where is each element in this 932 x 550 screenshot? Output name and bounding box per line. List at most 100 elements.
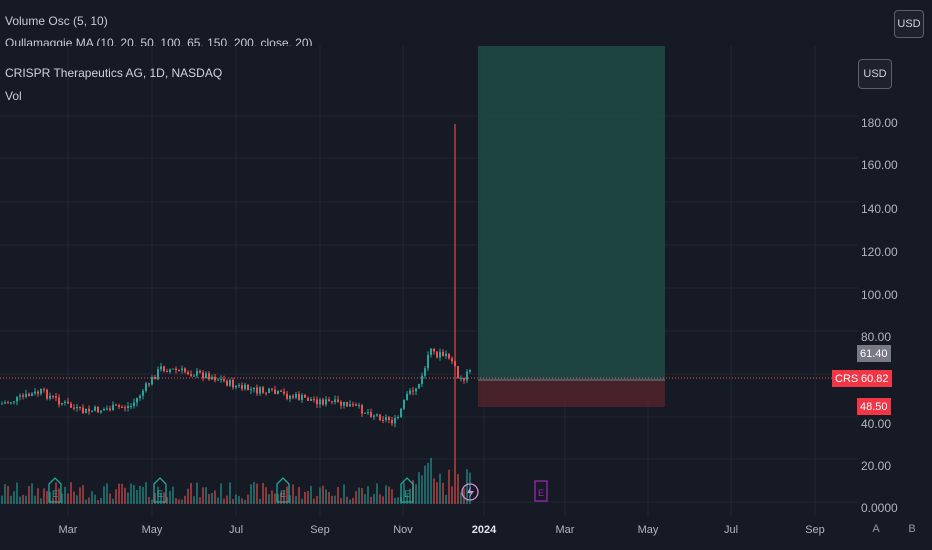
volume-bar — [238, 496, 240, 504]
candle-body — [154, 377, 156, 380]
volume-bar — [286, 486, 288, 504]
volume-label[interactable]: Vol — [5, 89, 22, 103]
volume-bar — [1, 495, 3, 504]
candle-body — [352, 404, 354, 406]
indicator-legend-strip: Volume Osc (5, 10) Qullamaggie MA (10, 2… — [0, 0, 932, 48]
symbol-title[interactable]: CRISPR Therapeutics AG, 1D, NASDAQ — [5, 66, 223, 80]
candle-body — [31, 393, 33, 396]
candle-body — [289, 395, 291, 399]
candle-body — [361, 405, 363, 414]
candle-body — [103, 409, 105, 411]
volume-bar — [226, 495, 228, 504]
candle-body — [442, 351, 444, 357]
price-label-140: 140.00 — [861, 202, 898, 216]
auto-scale-button[interactable]: A — [872, 523, 880, 535]
volume-bar — [241, 498, 243, 504]
volume-bar — [70, 482, 72, 504]
top-currency-button[interactable]: USD — [894, 10, 924, 38]
volume-bar — [211, 492, 213, 504]
volume-bar — [49, 492, 51, 504]
candle-body — [34, 391, 36, 394]
price-label-180: 180.00 — [861, 116, 898, 130]
volume-bar — [157, 486, 159, 504]
volume-bar — [265, 487, 267, 504]
candle-body — [316, 399, 318, 405]
earnings-letter: E — [52, 489, 58, 499]
currency-button[interactable]: USD — [858, 59, 892, 89]
volume-bar — [460, 492, 462, 504]
candle-body — [457, 365, 459, 378]
candle-body — [286, 393, 288, 399]
volume-bar — [43, 488, 45, 504]
volume-bar — [340, 498, 342, 504]
candle-body — [97, 406, 99, 413]
candle-body — [175, 368, 177, 371]
volume-osc-legend[interactable]: Volume Osc (5, 10) — [5, 14, 108, 28]
candle-body — [211, 376, 213, 380]
volume-bar — [169, 490, 171, 504]
volume-bar — [310, 485, 312, 504]
volume-bar — [319, 487, 321, 504]
volume-bar — [277, 494, 279, 504]
price-label-120: 120.00 — [861, 245, 898, 259]
candle-body — [178, 370, 180, 372]
candle-body — [412, 390, 414, 392]
log-scale-button[interactable]: B — [908, 523, 916, 535]
candle-body — [214, 376, 216, 381]
candle-body — [61, 402, 63, 405]
earnings-icon: E — [48, 477, 62, 503]
qullamaggie-ma-legend[interactable]: Qullamaggie MA (10, 20, 50, 100, 65, 150… — [5, 36, 313, 46]
volume-bar — [394, 497, 396, 504]
volume-bar — [175, 498, 177, 504]
candle-body — [421, 375, 423, 384]
volume-bar — [22, 494, 24, 504]
candle-body — [127, 406, 129, 409]
candle-body — [391, 420, 393, 424]
candle-body — [346, 401, 348, 407]
candle-body — [370, 412, 372, 417]
loss-zone — [478, 380, 665, 407]
dividend-lightning-icon — [461, 483, 479, 501]
candle-body — [322, 399, 324, 405]
candle-body — [172, 368, 174, 370]
volume-bar — [172, 486, 174, 504]
chart-grid — [0, 46, 858, 516]
volume-bar — [403, 482, 405, 504]
candle-body — [307, 397, 309, 401]
stop-price-tag: 48.50 — [857, 398, 891, 415]
candle-body — [388, 417, 390, 421]
candle-body — [226, 380, 228, 386]
candle-body — [304, 394, 306, 398]
volume-bar — [424, 465, 426, 504]
candle-body — [298, 394, 300, 400]
volume-bar — [247, 494, 249, 504]
volume-bar — [223, 498, 225, 504]
volume-bar — [322, 485, 324, 504]
earnings-icon: E — [400, 477, 414, 503]
volume-bar — [40, 498, 42, 504]
earnings-icon: E — [153, 477, 167, 503]
volume-bar — [61, 493, 63, 504]
candle-body — [76, 407, 78, 409]
candle-body — [115, 404, 117, 406]
volume-bar — [385, 485, 387, 504]
volume-bar — [445, 494, 447, 504]
candle-body — [406, 393, 408, 400]
candle-body — [124, 407, 126, 409]
volume-bar — [118, 483, 120, 504]
volume-bar — [79, 487, 81, 504]
candle-body — [199, 370, 201, 373]
candle-body — [355, 404, 357, 406]
price-label-20: 20.00 — [861, 459, 892, 473]
volume-bar — [73, 491, 75, 504]
candle-body — [223, 379, 225, 381]
candle-body — [280, 390, 282, 392]
candle-body — [271, 388, 273, 390]
volume-bar — [298, 486, 300, 504]
candle-body — [382, 419, 384, 421]
volume-bar — [436, 482, 438, 504]
volume-bar — [442, 482, 444, 504]
candle-body — [367, 412, 369, 414]
